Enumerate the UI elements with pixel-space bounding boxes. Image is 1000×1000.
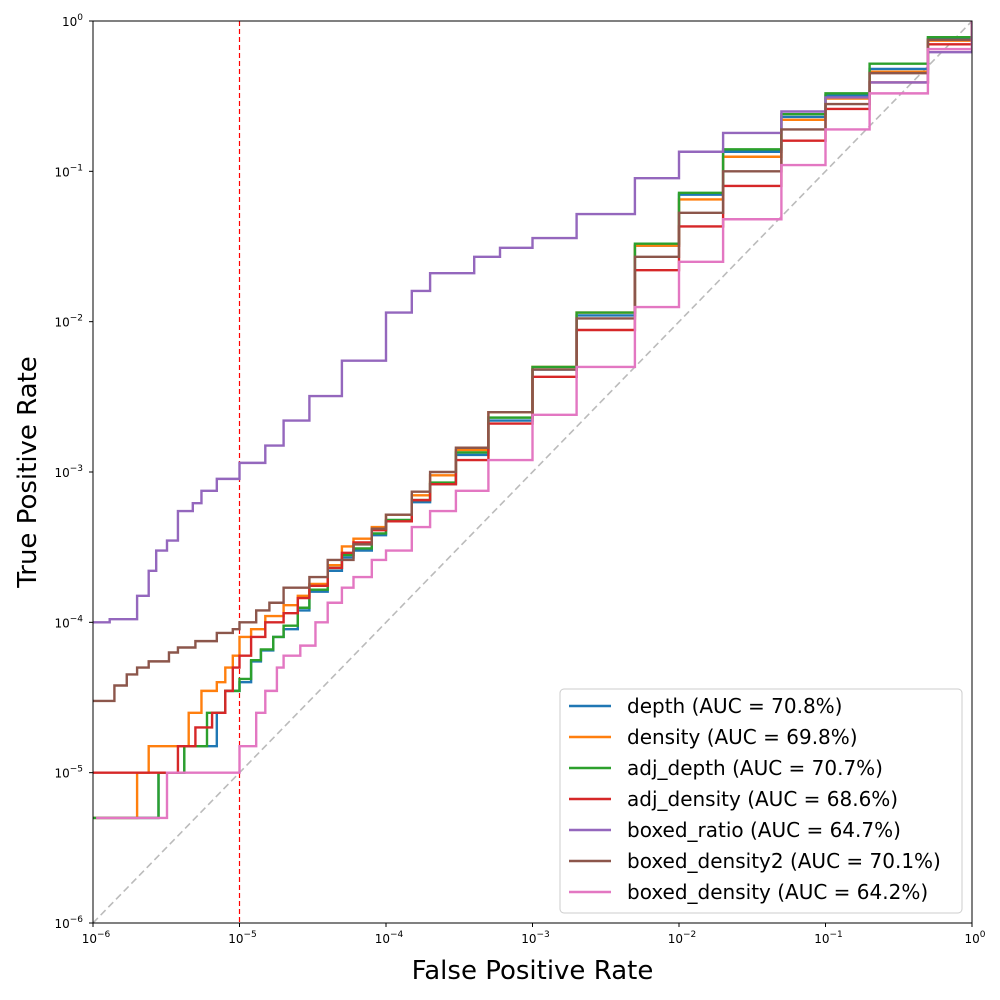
y-tick-label: 10−4 [54, 614, 83, 630]
plot-area [93, 21, 972, 923]
legend-box [559, 688, 963, 914]
x-tick-label: 10−3 [521, 930, 550, 946]
legend-entry-label: adj_density (AUC = 68.6%) [627, 787, 898, 811]
y-tick-label: 10−3 [54, 464, 83, 480]
legend: depth (AUC = 70.8%) density (AUC = 69.8%)… [559, 688, 963, 914]
x-tick-label: 10−6 [82, 930, 111, 946]
axis-ticks: 10−6 10−5 10−4 10−3 10−2 10−1 100 10−6 10−5 10−4 1… [54, 13, 985, 946]
y-tick-label: 100 [62, 13, 83, 29]
x-tick-label: 100 [964, 930, 985, 946]
y-axis-label: True Positive Rate [13, 356, 43, 589]
x-tick-label: 10−4 [375, 930, 404, 946]
x-tick-label: 10−2 [668, 930, 697, 946]
x-axis-label: False Positive Rate [412, 956, 654, 986]
legend-entry-label: adj_depth (AUC = 70.7%) [627, 756, 883, 780]
y-tick-label: 10−1 [54, 163, 83, 179]
series-line-5 [93, 21, 972, 703]
x-tick-label: 10−1 [814, 930, 843, 946]
x-tick-label: 10−5 [228, 930, 257, 946]
series-line-4 [93, 21, 972, 624]
y-tick-label: 10−2 [54, 314, 83, 330]
legend-entry-label: boxed_density (AUC = 64.2%) [627, 880, 928, 904]
legend-entry-label: boxed_density2 (AUC = 70.1%) [627, 849, 941, 873]
legend-entry-label: density (AUC = 69.8%) [627, 725, 858, 749]
legend-entry-label: depth (AUC = 70.8%) [627, 694, 842, 718]
series-line-6 [96, 21, 972, 820]
y-tick-label: 10−6 [54, 915, 83, 931]
legend-entry-label: boxed_ratio (AUC = 64.7%) [627, 818, 901, 842]
y-tick-label: 10−5 [54, 765, 83, 781]
